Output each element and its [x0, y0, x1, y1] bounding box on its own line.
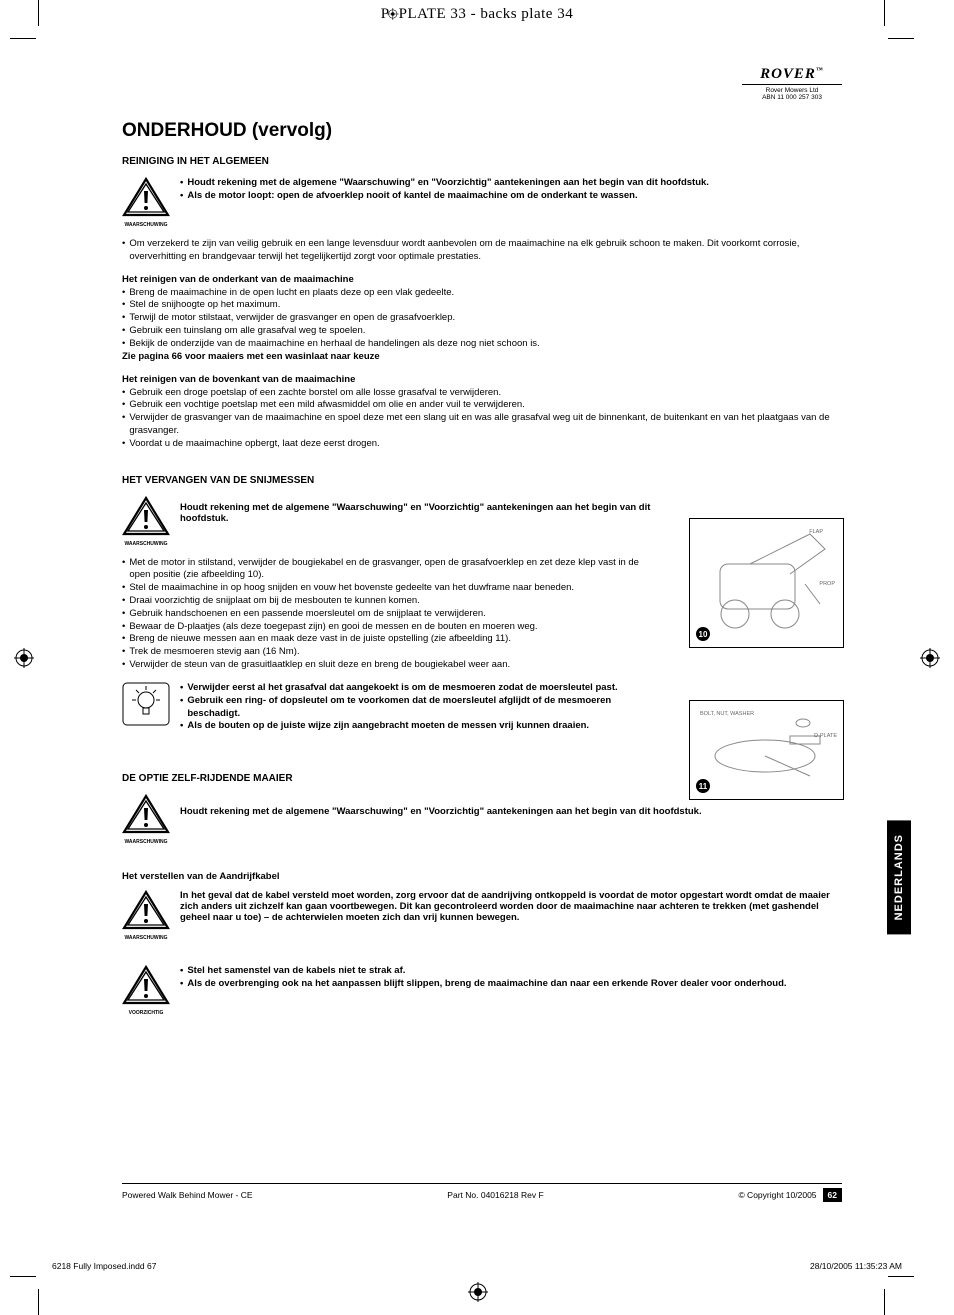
note-text: Zie pagina 66 voor maaiers met een wasin…	[122, 351, 842, 364]
figure-10: FLAP PROP 10	[689, 518, 844, 648]
crop-mark	[10, 1276, 36, 1277]
crop-mark	[888, 38, 914, 39]
list-item: Stel de snijhoogte op het maximum.	[122, 299, 842, 312]
warning-icon: WAARSCHUWING	[122, 177, 170, 228]
warning-label: WAARSCHUWING	[122, 222, 170, 228]
sub-head: Het reinigen van de onderkant van de maa…	[122, 274, 842, 285]
warning-icon: WAARSCHUWING	[122, 890, 170, 941]
tip-bullet: Als de bouten op de juiste wijze zijn aa…	[180, 720, 652, 733]
list-item: Verwijder de steun van de grasuitlaatkle…	[122, 659, 652, 672]
section-head-blades: HET VERVANGEN VAN DE SNIJMESSEN	[122, 475, 842, 486]
warn-text: In het geval dat de kabel versteld moet …	[180, 890, 842, 923]
brand-company: Rover Mowers Ltd	[742, 87, 842, 94]
crop-mark	[38, 0, 39, 26]
list-item: Gebruik een tuinslang om alle grasafval …	[122, 325, 842, 338]
warning-label: WAARSCHUWING	[122, 839, 170, 845]
list-item: Verwijder de grasvanger van de maaimachi…	[122, 412, 842, 438]
registration-mark-icon	[14, 648, 34, 671]
list-item: Bewaar de D-plaatjes (als deze toegepast…	[122, 621, 652, 634]
page-title: ONDERHOUD (vervolg)	[122, 120, 842, 142]
registration-mark-icon	[468, 1282, 488, 1305]
list-item: Draai voorzichtig de snijplaat om bij de…	[122, 595, 652, 608]
warn-bullet: Als de motor loopt: open de afvoerklep n…	[180, 190, 842, 203]
brand-logo: ROVER™	[742, 66, 842, 85]
warning-icon: WAARSCHUWING	[122, 496, 170, 547]
footer-copyright: © Copyright 10/2005	[738, 1190, 816, 1200]
figure-number: 10	[696, 627, 710, 641]
crop-mark	[888, 1276, 914, 1277]
list-item: Stel de maaimachine in op hoog snijden e…	[122, 582, 652, 595]
list-item: Breng de nieuwe messen aan en maak deze …	[122, 633, 652, 646]
caution-bullet: Als de overbrenging ook na het aanpassen…	[180, 978, 842, 991]
tip-bullet: Gebruik een ring- of dopsleutel om te vo…	[180, 695, 652, 721]
list-item: Terwijl de motor stilstaat, verwijder de…	[122, 312, 842, 325]
list-item: Gebruik handschoenen en een passende moe…	[122, 608, 652, 621]
warning-label: WAARSCHUWING	[122, 935, 170, 941]
plate-label: PPLATE 33 - backs plate 34	[381, 6, 573, 23]
fig-label: D-PLATE	[814, 733, 837, 739]
caution-icon: VOORZICHTIG	[122, 965, 170, 1016]
lightbulb-icon	[122, 682, 170, 729]
fig-label: BOLT, NUT, WASHER	[700, 711, 754, 717]
footer-left: Powered Walk Behind Mower - CE	[122, 1190, 253, 1200]
registration-mark-icon	[920, 648, 940, 671]
tip-bullet: Verwijder eerst al het grasafval dat aan…	[180, 682, 652, 695]
crop-mark	[884, 0, 885, 26]
crop-mark	[38, 1289, 39, 1315]
brand-abn: ABN 11 000 257 303	[742, 94, 842, 101]
list-item: Gebruik een droge poetslap of een zachte…	[122, 387, 842, 400]
fig-label: FLAP	[809, 529, 823, 535]
warn-text: Houdt rekening met de algemene "Waarschu…	[180, 496, 652, 524]
list-item: Bekijk de onderzijde van de maaimachine …	[122, 338, 842, 351]
warn-bullet: Houdt rekening met de algemene "Waarschu…	[180, 177, 842, 190]
list-item: Breng de maaimachine in de open lucht en…	[122, 287, 842, 300]
list-item: Gebruik een vochtige poetslap met een mi…	[122, 399, 842, 412]
crop-mark	[10, 38, 36, 39]
footer-center: Part No. 04016218 Rev F	[447, 1190, 543, 1200]
caution-bullet: Stel het samenstel van de kabels niet te…	[180, 965, 842, 978]
page-footer: Powered Walk Behind Mower - CE Part No. …	[122, 1183, 842, 1202]
list-item: Voordat u de maaimachine opbergt, laat d…	[122, 438, 842, 451]
section-head-cleaning: REINIGING IN HET ALGEMEEN	[122, 156, 842, 167]
sub-head: Het reinigen van de bovenkant van de maa…	[122, 374, 842, 385]
crop-mark	[884, 1289, 885, 1315]
imprint-left: 6218 Fully Imposed.indd 67	[52, 1261, 156, 1271]
sub-head: Het verstellen van de Aandrijfkabel	[122, 871, 842, 882]
brand-block: ROVER™ Rover Mowers Ltd ABN 11 000 257 3…	[742, 66, 842, 101]
warning-label: WAARSCHUWING	[122, 541, 170, 547]
fig-label: PROP	[819, 581, 835, 587]
caution-label: VOORZICHTIG	[122, 1010, 170, 1016]
warning-icon: WAARSCHUWING	[122, 794, 170, 845]
intro-text: Om verzekerd te zijn van veilig gebruik …	[122, 238, 842, 264]
language-tab: NEDERLANDS	[887, 820, 911, 934]
imprint-right: 28/10/2005 11:35:23 AM	[810, 1261, 902, 1271]
list-item: Met de motor in stilstand, verwijder de …	[122, 557, 652, 583]
figure-11: BOLT, NUT, WASHER D-PLATE 11	[689, 700, 844, 800]
page-number: 62	[823, 1188, 842, 1202]
figure-number: 11	[696, 779, 710, 793]
list-item: Trek de mesmoeren stevig aan (16 Nm).	[122, 646, 652, 659]
